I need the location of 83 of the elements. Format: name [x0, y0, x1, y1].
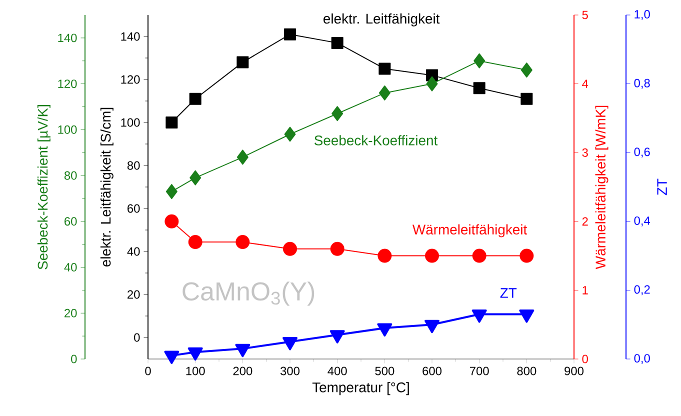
y-tick-label: 40	[127, 247, 140, 256]
point	[520, 92, 533, 105]
y-tick-label: 1,0	[634, 10, 650, 20]
point	[188, 235, 202, 250]
point	[520, 62, 532, 78]
point	[283, 242, 298, 256]
point	[166, 116, 178, 128]
y-tick-label: 20	[128, 290, 140, 299]
point	[519, 310, 534, 323]
point	[282, 337, 298, 350]
point	[164, 214, 179, 228]
y-tick-label: 0,8	[634, 78, 650, 89]
y2-tick-label: 4	[582, 80, 588, 88]
x-tick-label: 0	[145, 366, 151, 376]
series-label: Seebeck-Koeffizient	[314, 135, 438, 146]
point	[378, 248, 392, 263]
point	[235, 344, 250, 358]
point	[425, 248, 440, 263]
y-tick-label: 0,2	[634, 285, 650, 296]
point	[189, 92, 202, 105]
x-axis-title: Temperatur [°C]	[312, 382, 409, 396]
x-tick-label: 900	[564, 366, 584, 376]
y3-axis-title: Seebeck-Koeffizient [µV/K]	[37, 105, 50, 270]
series-label: Wärmeleitfähigkeit	[412, 224, 528, 238]
point	[284, 126, 296, 142]
series-label: ZT	[500, 288, 517, 298]
point	[424, 320, 440, 334]
y3-tick-label: 20	[64, 308, 77, 318]
y3-tick-label: 120	[58, 80, 77, 88]
y-axis-title: elektr. Leitfähigkeit [S/cm]	[100, 108, 114, 267]
point	[284, 28, 296, 40]
y2-tick-label: 5	[582, 10, 588, 20]
y3-tick-label: 100	[58, 125, 77, 134]
x-tick-label: 700	[470, 366, 489, 376]
point	[426, 76, 438, 92]
point	[236, 235, 250, 250]
point	[188, 347, 203, 361]
y-tick-label: 0,6	[634, 148, 650, 158]
y-tick-label: 80	[127, 161, 140, 170]
x-tick-label: 400	[328, 366, 347, 376]
y-tick-label: 0,4	[634, 216, 650, 226]
y2-axis-title: Wärmeleitfähigkeit [W/mK]	[595, 106, 608, 270]
y3-tick-label: 0	[71, 354, 77, 364]
point	[378, 62, 391, 75]
y3-tick-label: 40	[64, 263, 77, 272]
series-label: elektr. Leitfähigkeit	[324, 13, 440, 26]
point	[330, 242, 344, 256]
y2-tick-label: 3	[582, 148, 588, 157]
point	[236, 56, 249, 68]
x-tick-label: 600	[422, 366, 442, 376]
x-tick-label: 500	[375, 366, 394, 376]
point	[332, 106, 344, 122]
point	[473, 82, 486, 94]
y2-tick-label: 2	[582, 217, 588, 226]
point	[236, 150, 248, 165]
y-tick-label: 0	[134, 333, 140, 342]
y2-tick-label: 0	[582, 354, 588, 364]
y-tick-label: 0,0	[634, 354, 650, 364]
point	[331, 36, 344, 49]
point	[520, 248, 534, 263]
point	[164, 350, 180, 364]
y3-tick-label: 60	[64, 217, 77, 226]
y3-tick-label: 140	[58, 34, 77, 42]
point	[474, 53, 486, 68]
point	[378, 85, 390, 100]
y-tick-label: 140	[121, 32, 140, 41]
point	[377, 323, 392, 337]
point	[472, 248, 486, 263]
y-axis-title: ZT	[657, 178, 667, 196]
x-tick-label: 100	[186, 366, 205, 376]
y2-tick-label: 1	[582, 286, 588, 294]
y-tick-label: 100	[121, 118, 140, 127]
point	[472, 310, 487, 323]
annotation: CaMnO$_{3}$(Y)	[182, 282, 314, 306]
x-tick-label: 200	[233, 366, 252, 376]
y3-tick-label: 80	[64, 171, 77, 180]
x-tick-label: 800	[517, 366, 536, 376]
point	[166, 184, 178, 200]
point	[330, 330, 345, 344]
x-tick-label: 300	[280, 366, 300, 376]
y-tick-label: 60	[128, 204, 140, 213]
point	[190, 170, 202, 186]
y-tick-label: 120	[121, 75, 140, 84]
